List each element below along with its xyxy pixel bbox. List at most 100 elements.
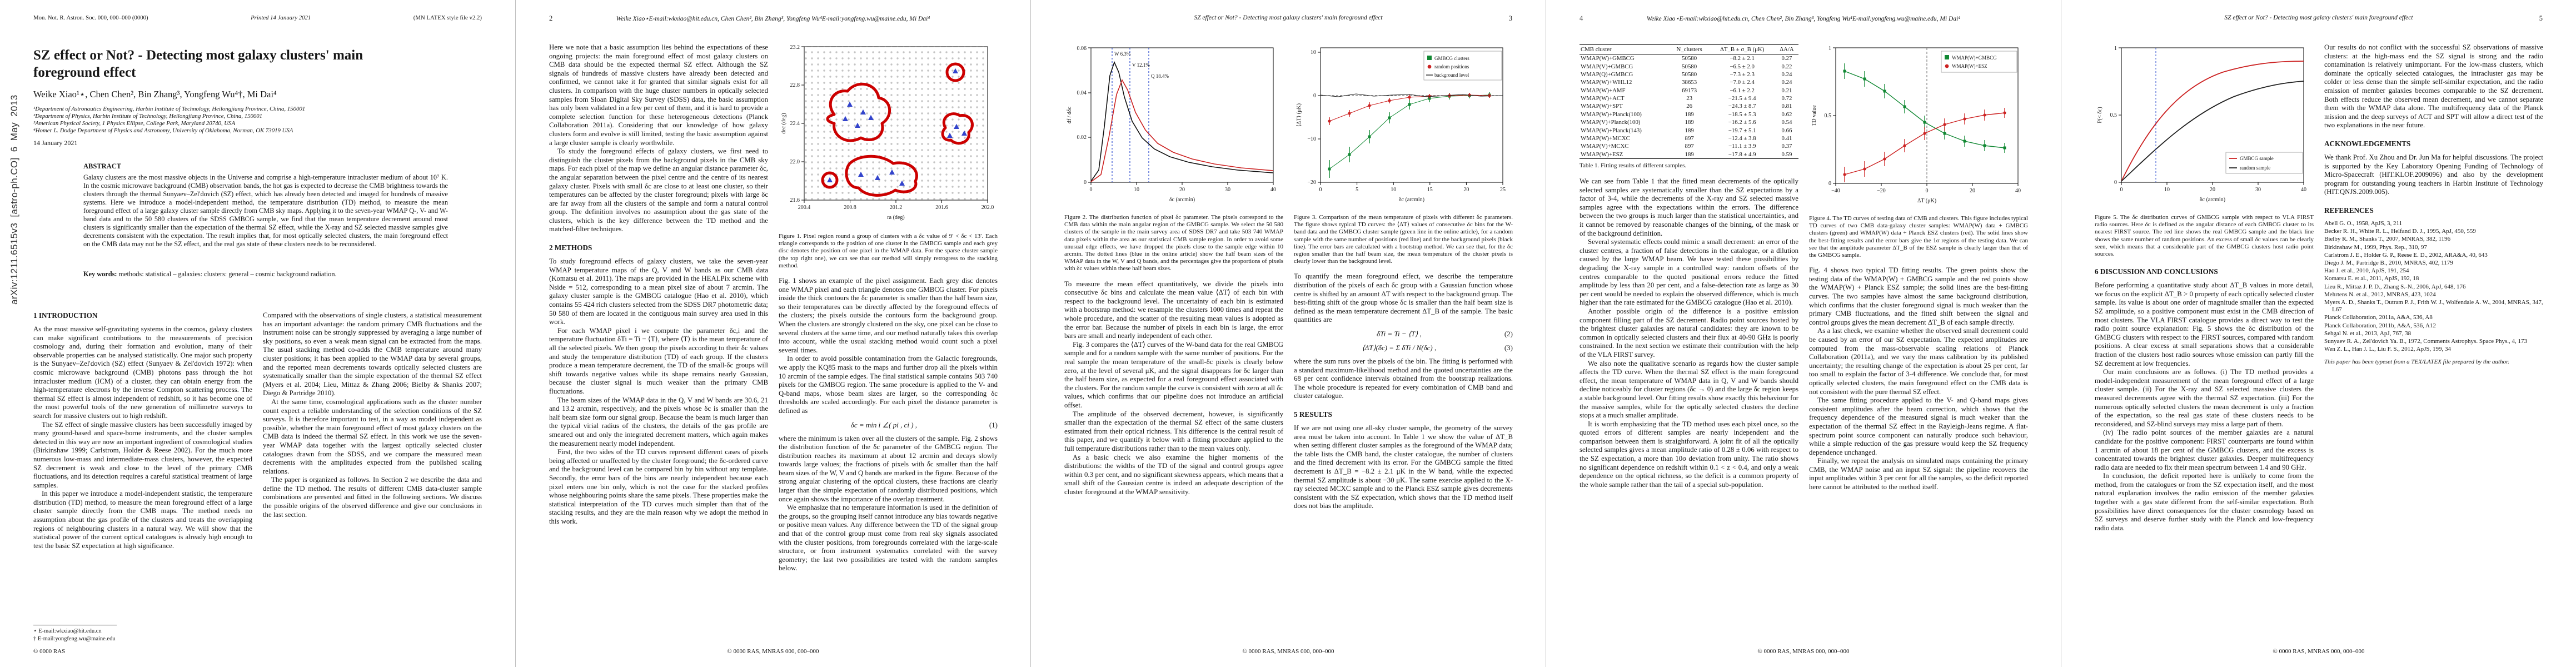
x-tick-labels: 0 10 20 30 40 xyxy=(2120,187,2307,193)
paragraph: In order to avoid possible contamination… xyxy=(779,355,998,415)
table-row: WMAP(W)+WHL12 38653 −7.0 ± 2.4 0.24 xyxy=(1580,78,1798,86)
running-head: Weike Xiao⋆E-mail:wkxiao@hit.edu.cn, Che… xyxy=(549,14,997,22)
equation-2-number: (2) xyxy=(1504,329,1513,338)
svg-text:0: 0 xyxy=(2114,180,2117,186)
table-cell: 38653 xyxy=(1682,79,1697,86)
svg-text:0.5: 0.5 xyxy=(1825,113,1832,119)
figure-1: 200.4 200.8 201.2 201.6 202.0 21.6 22.0 … xyxy=(779,43,998,270)
reference-item: Becker R. H., White R. L., Helfand D. J.… xyxy=(2324,228,2476,235)
keywords-text: methods: statistical – galaxies: cluster… xyxy=(118,270,337,278)
paragraph: The SZ effect of single massive clusters… xyxy=(33,420,252,489)
svg-text:201.6: 201.6 xyxy=(935,205,948,211)
table-cell: −24.3 ± 8.7 xyxy=(1728,103,1756,110)
table-cell: −19.7 ± 5.1 xyxy=(1728,127,1756,134)
journal-line: Mon. Not. R. Astron. Soc. 000, 000–000 (… xyxy=(33,14,148,21)
reference-item: Sunyaev R. A., Zel'dovich Ya. B., 1972, … xyxy=(2324,337,2527,345)
svg-text:0.06: 0.06 xyxy=(1077,46,1087,52)
table-cell: 0.24 xyxy=(1781,79,1792,86)
esz-td-markers xyxy=(1843,111,2006,176)
paragraph: where the minimum is taken over all the … xyxy=(779,434,998,503)
reference-item: Carlstrom J. E., Holder G. P., Reese E. … xyxy=(2324,251,2488,258)
reference-item: Wen Z. L., Han J. L., Liu F. S., 2012, A… xyxy=(2324,346,2452,353)
page-number: 5 xyxy=(2539,14,2543,22)
table-cell: 0.27 xyxy=(1781,55,1792,62)
page4-left-column: CMB cluster N_clusters ΔT_B ± σ_B (μK) Δ… xyxy=(1580,43,1798,631)
reference-item: Planck Collaboration, 2011a, A&A, 536, A… xyxy=(2324,314,2433,321)
paragraph: (iv) The radio point sources of the memb… xyxy=(2095,429,2314,471)
acknowledgements-heading: ACKNOWLEDGEMENTS xyxy=(2324,139,2411,148)
page5-left-column: GMBCG sample random sample 0 10 20 30 40 xyxy=(2095,43,2314,631)
table-row: WMAP(W)+MCXC 897 −12.4 ± 3.8 0.41 xyxy=(1580,135,1798,142)
paragraph: In this paper we introduce a model-indep… xyxy=(33,490,252,550)
x-axis-label: ra (deg) xyxy=(887,215,904,221)
paragraph: Our results do not conflict with the suc… xyxy=(2324,43,2543,130)
section-2-heading: 2 METHODS xyxy=(549,243,592,252)
table-cell: WMAP(W)+WHL12 xyxy=(1581,79,1632,86)
paragraph: First, the two sides of the TD curves re… xyxy=(549,448,768,525)
axis-ticks xyxy=(1833,47,2019,186)
running-head-text: Weike Xiao⋆E-mail:wkxiao@hit.edu.cn, Che… xyxy=(1646,16,1961,22)
table-header: ΔA/A xyxy=(1775,44,1798,54)
svg-text:W 6.3%: W 6.3% xyxy=(1114,51,1131,57)
svg-text:22.0: 22.0 xyxy=(790,159,800,165)
table-row: WMAP(W)+Planck(143) 189 −19.7 ± 5.1 0.66 xyxy=(1580,126,1798,134)
paragraph: It is worth emphasizing that the TD meth… xyxy=(1580,420,1798,489)
figure-2: W 6.3% V 12.1% Q 18.4% 0 10 20 30 xyxy=(1064,43,1283,273)
table-header: CMB cluster xyxy=(1580,44,1670,54)
svg-text:Q 18.4%: Q 18.4% xyxy=(1151,73,1169,79)
equation-1-number: (1) xyxy=(989,420,998,429)
svg-text:0: 0 xyxy=(1090,187,1093,193)
page-number: 2 xyxy=(549,14,553,22)
paragraph: Several systematic effects could mimic a… xyxy=(1580,238,1798,307)
paragraph: If we are not using one all-sky cluster … xyxy=(1294,424,1513,510)
svg-text:1: 1 xyxy=(2114,46,2117,52)
plot-frame xyxy=(1090,47,1274,183)
page4-footer: © 0000 RAS, MNRAS 000, 000–000 xyxy=(1757,648,1850,655)
equation-2: δTi = Ti − ⟨T⟩ , (2) xyxy=(1294,330,1513,339)
paragraph: As a last check, we examine whether the … xyxy=(1809,327,2028,396)
x-tick-labels: 0 5 10 15 20 25 xyxy=(1319,187,1506,193)
page-number: 3 xyxy=(1508,14,1512,22)
table-cell: −12.4 ± 3.8 xyxy=(1728,135,1756,142)
x-tick-labels: 0 10 20 30 40 xyxy=(1090,187,1277,193)
page5-right-column: Our results do not conflict with the suc… xyxy=(2324,43,2543,631)
table-cell: −18.5 ± 5.3 xyxy=(1728,111,1756,118)
reference-item: Birkinshaw M., 1999, Phys. Rep., 310, 97 xyxy=(2324,243,2427,251)
x-axis-label: δc (arcmin) xyxy=(1399,197,1424,203)
paragraph: Fig. 1 shows an example of the pixel ass… xyxy=(779,277,998,354)
svg-text:25: 25 xyxy=(1500,187,1506,193)
y-tick-labels: 0 0.02 0.04 0.06 xyxy=(1077,46,1087,186)
svg-text:random positions: random positions xyxy=(1434,64,1469,69)
gmbcg-distribution-curve xyxy=(1090,61,1274,182)
table-cell: WMAP(W)+GMBCG xyxy=(1581,55,1635,62)
paragraph: To study foreground effects of galaxy cl… xyxy=(549,257,768,326)
paragraph: Compared with the observations of single… xyxy=(263,311,482,397)
svg-text:10: 10 xyxy=(1134,187,1139,193)
legend: GMBCG sample random sample xyxy=(2225,152,2303,174)
figure-3-caption: Figure 3. Comparison of the mean tempera… xyxy=(1294,214,1513,265)
table-cell: 897 xyxy=(1685,135,1694,142)
table-row: WMAP(W)+AMF 69173 −6.1 ± 2.2 0.21 xyxy=(1580,87,1798,94)
axis-ticks xyxy=(1318,52,1503,185)
page2-left-column: Here we note that a basic assumption lie… xyxy=(549,43,768,631)
table-cell: −21.5 ± 9.4 xyxy=(1728,95,1756,102)
page1-left-column: 1 INTRODUCTION As the most massive self-… xyxy=(33,311,252,611)
svg-text:GMBCG sample: GMBCG sample xyxy=(2240,156,2274,161)
figure-2-caption: Figure 2. The distribution function of p… xyxy=(1064,214,1283,272)
table-cell: 0.41 xyxy=(1781,135,1792,142)
y-axis-label: ⟨ΔT⟩ (μK) xyxy=(1296,103,1302,127)
equation-3-formula: ⟨ΔT⟩(δc) = Σ δTi / N(δc) , xyxy=(1362,343,1437,352)
paragraph: As the most massive self-gravitating sys… xyxy=(33,325,252,420)
acknowledgements-text: We thank Prof. Xu Zhou and Dr. Jun Ma fo… xyxy=(2324,153,2543,196)
svg-text:GMBCG clusters: GMBCG clusters xyxy=(1434,56,1469,61)
page-4: 4 Weike Xiao⋆E-mail:wkxiao@hit.edu.cn, C… xyxy=(1546,0,2061,667)
random-cumulative-curve xyxy=(2121,81,2304,182)
paragraph: Fig. 3 compares the ⟨ΔT⟩ curves of the W… xyxy=(1064,340,1283,409)
paragraph: At the same time, cosmological applicati… xyxy=(263,397,482,475)
beam-size-labels: W 6.3% V 12.1% Q 18.4% xyxy=(1114,51,1169,79)
printed-line: Printed 14 January 2021 xyxy=(251,14,311,21)
figure-4: WMAP(W)+GMBCG WMAP(W)+ESZ −40 −20 0 20 4… xyxy=(1809,43,2028,259)
paragraph: To quantify the mean foreground effect, … xyxy=(1294,272,1513,324)
table-cell: 23 xyxy=(1686,95,1693,102)
